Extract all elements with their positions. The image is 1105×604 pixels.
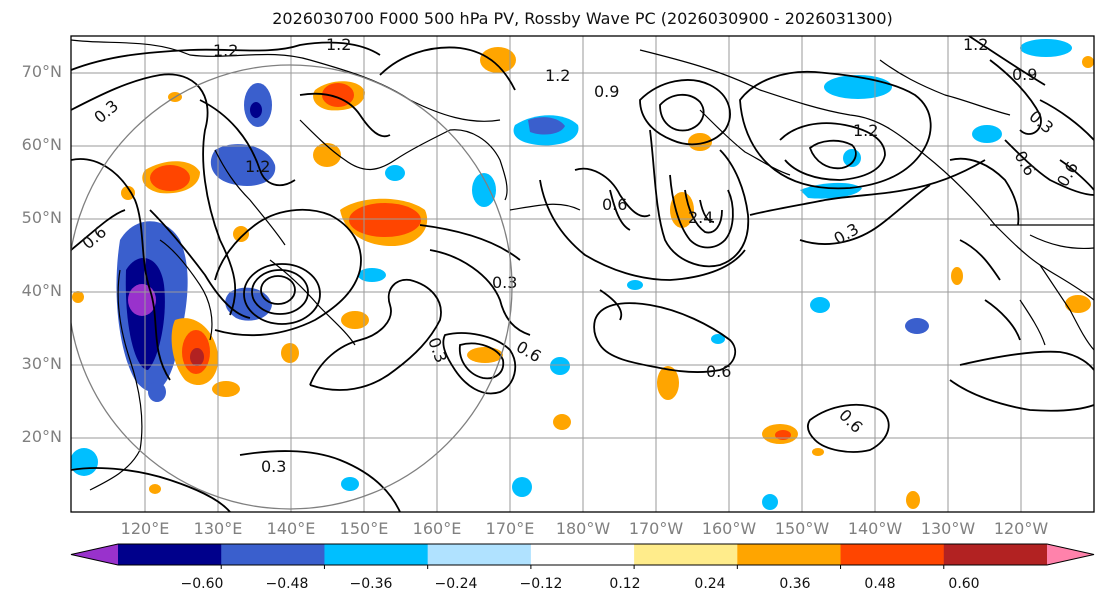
contour-label: 1.2 (245, 157, 270, 176)
contour-label: 0.9 (1012, 65, 1037, 84)
lon-label-170w: 170°W (628, 519, 684, 538)
colorbar-segment (427, 544, 532, 565)
graticule (71, 36, 1094, 512)
map-frame (70, 35, 1095, 513)
colorbar-segment (634, 544, 738, 565)
colorbar-tick-label: 0.24 (694, 576, 726, 592)
colorbar-tick-label: −0.36 (349, 576, 393, 592)
contour-label: 1.2 (213, 41, 238, 60)
lon-label-160w: 160°W (701, 519, 757, 538)
colorbar-tick-label: 0.60 (948, 576, 980, 592)
colorbar-segment (118, 544, 222, 565)
lon-label-160e: 160°E (412, 519, 462, 538)
colorbar (70, 543, 1095, 569)
lon-label-120e: 120°E (120, 519, 170, 538)
lon-label-140e: 140°E (266, 519, 316, 538)
contour-label: 1.2 (545, 66, 570, 85)
colorbar-tick-label: −0.24 (434, 576, 478, 592)
contour-label: 0.9 (594, 82, 619, 101)
contour-label: 0.3 (492, 273, 517, 292)
colorbar-tick-label: 0.36 (779, 576, 811, 592)
lon-label-120w: 120°W (993, 519, 1049, 538)
region-circle (71, 64, 513, 510)
contour-label: 2.4 (688, 208, 713, 227)
map-title: 2026030700 F000 500 hPa PV, Rossby Wave … (272, 9, 893, 28)
lat-label-70n: 70°N (21, 62, 62, 81)
lon-label-180w: 180°W (555, 519, 611, 538)
lat-label-30n: 30°N (21, 354, 62, 373)
colorbar-segment (737, 544, 842, 565)
lat-label-50n: 50°N (21, 208, 62, 227)
colorbar-segment (324, 544, 429, 565)
lon-label-130e: 130°E (193, 519, 243, 538)
lat-label-40n: 40°N (21, 281, 62, 300)
contour-label: 0.6 (602, 195, 627, 214)
colorbar-segment (530, 544, 635, 565)
colorbar-tick-label: 0.48 (864, 576, 896, 592)
colorbar-segment (221, 544, 325, 565)
coastlines (71, 39, 1094, 491)
lat-label-20n: 20°N (21, 427, 62, 446)
lon-label-140w: 140°W (847, 519, 903, 538)
contour-label: 1.2 (853, 121, 878, 140)
colorbar-extend-low (71, 544, 118, 565)
colorbar-tick-label: −0.12 (519, 576, 563, 592)
contour-label: 1.2 (326, 35, 351, 54)
colorbar-segment (943, 544, 1048, 565)
pv-contours (71, 36, 1094, 512)
lon-label-170e: 170°E (485, 519, 535, 538)
colorbar-extend-high (1047, 544, 1094, 565)
colorbar-segment (840, 544, 945, 565)
lon-label-150e: 150°E (339, 519, 389, 538)
lat-label-60n: 60°N (21, 135, 62, 154)
lon-label-150w: 150°W (774, 519, 830, 538)
contour-label: 0.6 (706, 362, 731, 381)
colorbar-outline (70, 543, 1095, 566)
contour-label: 1.2 (963, 35, 988, 54)
contour-label: 0.3 (261, 457, 286, 476)
colorbar-tick-label: −0.48 (265, 576, 309, 592)
colorbar-tick-label: −0.60 (180, 576, 224, 592)
lon-label-130w: 130°W (920, 519, 976, 538)
colorbar-tick-label: 0.12 (609, 576, 641, 592)
